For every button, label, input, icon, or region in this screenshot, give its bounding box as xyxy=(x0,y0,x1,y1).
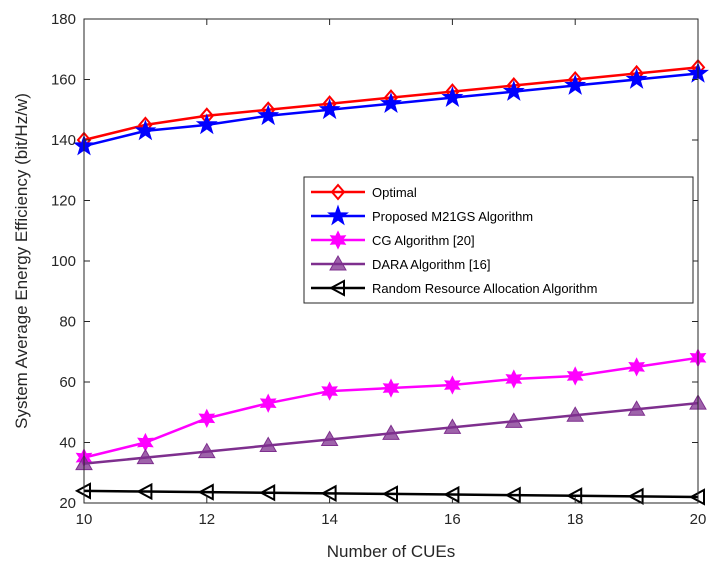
legend-entry: CG Algorithm [20] xyxy=(311,230,475,250)
data-point xyxy=(566,366,584,386)
legend-label: DARA Algorithm [16] xyxy=(372,257,491,272)
legend-box xyxy=(303,176,694,304)
x-tick-label: 10 xyxy=(76,511,93,528)
data-point xyxy=(625,67,648,89)
data-point xyxy=(502,80,525,101)
data-point xyxy=(259,393,277,413)
legend-label: CG Algorithm [20] xyxy=(372,233,475,248)
data-point xyxy=(628,357,645,377)
legend-marker xyxy=(328,279,345,297)
y-tick-label: 140 xyxy=(51,132,76,149)
legend-marker xyxy=(329,230,347,250)
series-3 xyxy=(75,394,707,471)
y-tick-label: 60 xyxy=(59,374,76,391)
data-point xyxy=(197,442,216,459)
data-point xyxy=(318,98,341,120)
x-tick-label: 12 xyxy=(198,511,215,528)
data-point xyxy=(321,381,338,401)
data-point xyxy=(382,424,400,440)
data-point xyxy=(198,408,216,428)
y-tick-label: 120 xyxy=(51,193,76,210)
axis-ticks: 10 12 14 16 18 20 20 40 60 80 100 120 140 160 180 xyxy=(51,11,706,528)
y-tick-label: 20 xyxy=(59,495,76,512)
data-point xyxy=(504,486,521,504)
data-point xyxy=(259,484,276,502)
y-tick-label: 100 xyxy=(51,253,76,270)
data-point xyxy=(197,483,214,501)
plot-marks xyxy=(73,58,709,506)
data-point xyxy=(443,418,462,434)
data-point xyxy=(320,430,339,446)
legend-entry: Optimal xyxy=(311,183,417,201)
data-point xyxy=(564,74,587,95)
data-point xyxy=(505,369,523,389)
data-point xyxy=(566,406,585,422)
legend-label: Random Resource Allocation Algorithm xyxy=(372,281,597,296)
data-point xyxy=(136,482,153,501)
data-point xyxy=(444,375,461,395)
data-point xyxy=(257,104,280,126)
x-tick-label: 16 xyxy=(444,511,461,528)
data-point xyxy=(320,484,337,502)
data-point xyxy=(380,92,402,114)
y-tick-label: 160 xyxy=(51,72,76,89)
x-tick-label: 20 xyxy=(690,511,707,528)
data-point xyxy=(381,485,398,503)
legend-marker xyxy=(329,254,347,271)
data-point xyxy=(136,448,155,465)
x-tick-label: 14 xyxy=(321,511,338,528)
x-tick-label: 18 xyxy=(567,511,584,528)
legend-marker xyxy=(327,204,349,226)
series-line xyxy=(83,489,699,499)
y-tick-label: 180 xyxy=(51,11,76,28)
data-point xyxy=(259,436,278,453)
legend-entry: Proposed M21GS Algorithm xyxy=(311,204,533,226)
y-tick-label: 80 xyxy=(59,314,76,331)
x-axis-title: Number of CUEs xyxy=(327,542,455,561)
y-axis-title: System Average Energy Efficiency (bit/Hz… xyxy=(12,93,31,429)
data-point xyxy=(195,113,218,135)
y-tick-label: 40 xyxy=(59,435,76,452)
data-point xyxy=(441,86,464,107)
legend-label: Optimal xyxy=(372,185,417,200)
legend-entry: Random Resource Allocation Algorithm xyxy=(311,279,597,297)
legend-marker xyxy=(330,183,346,201)
data-point xyxy=(504,412,523,428)
legend: Optimal Proposed M21GS Algorithm CG Algori… xyxy=(303,176,694,304)
data-point xyxy=(134,119,157,141)
data-point xyxy=(627,400,646,416)
data-point xyxy=(627,487,644,506)
legend-entry: DARA Algorithm [16] xyxy=(311,254,491,272)
data-point xyxy=(382,378,400,398)
legend-label: Proposed M21GS Algorithm xyxy=(372,209,533,224)
